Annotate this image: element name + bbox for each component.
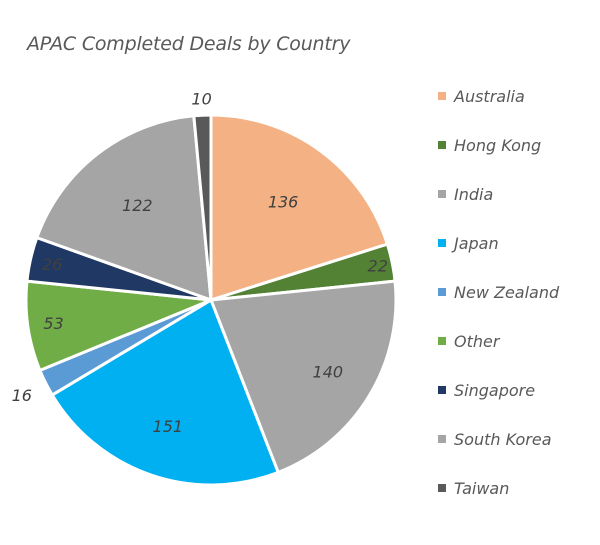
pie-data-labels: 136 22 140 151 16 53 26 122 10: [12, 90, 388, 436]
data-label-australia: 136: [268, 193, 299, 212]
legend-item-japan: Japan: [438, 231, 559, 255]
legend-label: Australia: [454, 86, 525, 106]
chart-legend: Australia Hong Kong India Japan New Zealand O…: [438, 84, 559, 525]
data-label-south-korea: 122: [122, 196, 153, 215]
legend-item-new-zealand: New Zealand: [438, 280, 559, 304]
legend-swatch: [438, 484, 446, 492]
legend-label: India: [454, 184, 494, 204]
data-label-taiwan: 10: [191, 90, 211, 109]
legend-swatch: [438, 141, 446, 149]
pie-slice-australia: [209, 113, 389, 302]
legend-swatch: [438, 435, 446, 443]
pie-slice-taiwan: [192, 113, 213, 302]
legend-label: New Zealand: [454, 282, 560, 302]
chart-title: APAC Completed Deals by Country: [27, 33, 351, 55]
legend-label: Japan: [454, 233, 499, 253]
legend-label: Taiwan: [454, 478, 510, 498]
legend-swatch: [438, 190, 446, 198]
data-label-india: 140: [313, 362, 344, 381]
pie-slices: [24, 113, 398, 487]
pie-slice-other: [24, 279, 213, 372]
legend-swatch: [438, 288, 446, 296]
data-label-singapore: 26: [42, 255, 62, 274]
data-label-other: 53: [43, 314, 63, 333]
pie-slice-south-korea: [35, 114, 213, 302]
legend-swatch: [438, 239, 446, 247]
legend-item-south-korea: South Korea: [438, 427, 559, 451]
legend-swatch: [438, 337, 446, 345]
legend-item-singapore: Singapore: [438, 378, 559, 402]
legend-item-other: Other: [438, 329, 559, 353]
legend-item-hong-kong: Hong Kong: [438, 133, 559, 157]
legend-label: South Korea: [454, 429, 552, 449]
legend-item-taiwan: Taiwan: [438, 476, 559, 500]
legend-swatch: [438, 386, 446, 394]
data-label-japan: 151: [153, 417, 184, 436]
data-label-new-zealand: 16: [12, 386, 32, 405]
pie-slice-india: [209, 279, 398, 474]
pie-slice-japan: [50, 298, 280, 487]
legend-label: Singapore: [454, 380, 536, 400]
legend-label: Hong Kong: [454, 135, 542, 155]
legend-item-india: India: [438, 182, 559, 206]
legend-swatch: [438, 92, 446, 100]
data-label-hong-kong: 22: [368, 256, 388, 275]
legend-label: Other: [454, 331, 500, 351]
legend-item-australia: Australia: [438, 84, 559, 108]
